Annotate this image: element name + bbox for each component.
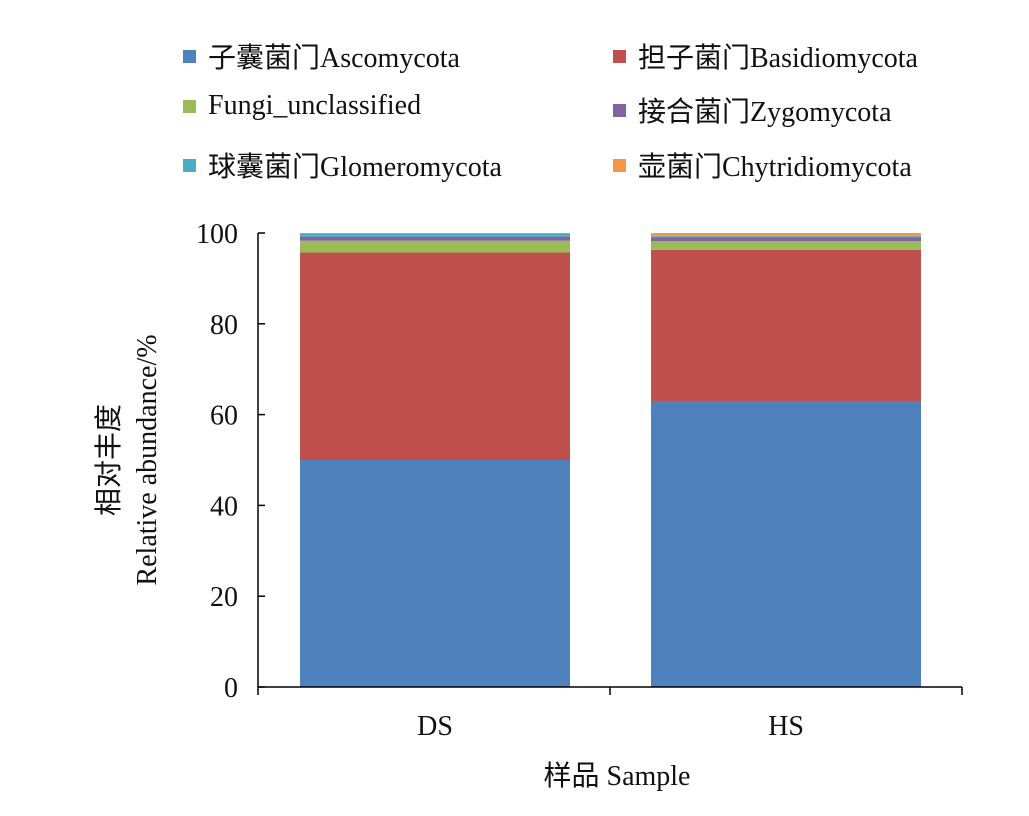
y-tick-label: 20 xyxy=(210,582,238,613)
y-axis-title-en: Relative abundance/% xyxy=(132,334,163,585)
legend-item: 壶菌门Chytridiomycota xyxy=(613,145,912,185)
x-axis-title: 样品 Sample xyxy=(544,760,691,792)
bar-segment xyxy=(651,233,921,237)
bar-segment xyxy=(651,237,921,242)
bar-segment xyxy=(300,236,570,241)
bar-segment xyxy=(651,400,921,687)
legend-label: 壶菌门Chytridiomycota xyxy=(638,152,912,183)
legend-swatch xyxy=(183,99,196,113)
bar-segment xyxy=(300,460,570,687)
legend-item: Fungi_unclassified xyxy=(183,90,421,122)
bar-segment xyxy=(651,249,921,401)
x-tick-label: DS xyxy=(417,711,453,742)
bar-segment xyxy=(300,252,570,460)
x-tick-label: HS xyxy=(768,711,804,742)
legend-swatch xyxy=(613,49,626,63)
bar-segment xyxy=(300,240,570,253)
legend-item: 接合菌门Zygomycota xyxy=(613,90,892,130)
legend-swatch xyxy=(613,158,626,172)
legend-label: 接合菌门Zygomycota xyxy=(638,97,892,128)
bar-segment xyxy=(651,241,921,250)
bar-segment xyxy=(651,236,921,238)
legend-swatch xyxy=(613,103,626,117)
legend-item: 子囊菌门Ascomycota xyxy=(183,36,460,76)
legend-swatch xyxy=(183,49,196,63)
legend-label: 担子菌门Basidiomycota xyxy=(638,43,918,74)
legend-item: 球囊菌门Glomeromycota xyxy=(183,145,502,185)
y-tick-label: 0 xyxy=(224,673,238,704)
y-tick-label: 80 xyxy=(210,310,238,341)
legend-item: 担子菌门Basidiomycota xyxy=(613,36,918,76)
legend-swatch xyxy=(183,158,196,172)
y-tick-label: 100 xyxy=(196,219,238,250)
y-tick-label: 60 xyxy=(210,401,238,432)
legend-label: 球囊菌门Glomeromycota xyxy=(208,152,502,183)
y-tick-label: 40 xyxy=(210,491,238,522)
bar-segment xyxy=(300,233,570,237)
y-axis-title-cn: 相对丰度 xyxy=(93,404,125,516)
legend-label: 子囊菌门Ascomycota xyxy=(208,43,460,74)
legend-label: Fungi_unclassified xyxy=(208,90,422,121)
